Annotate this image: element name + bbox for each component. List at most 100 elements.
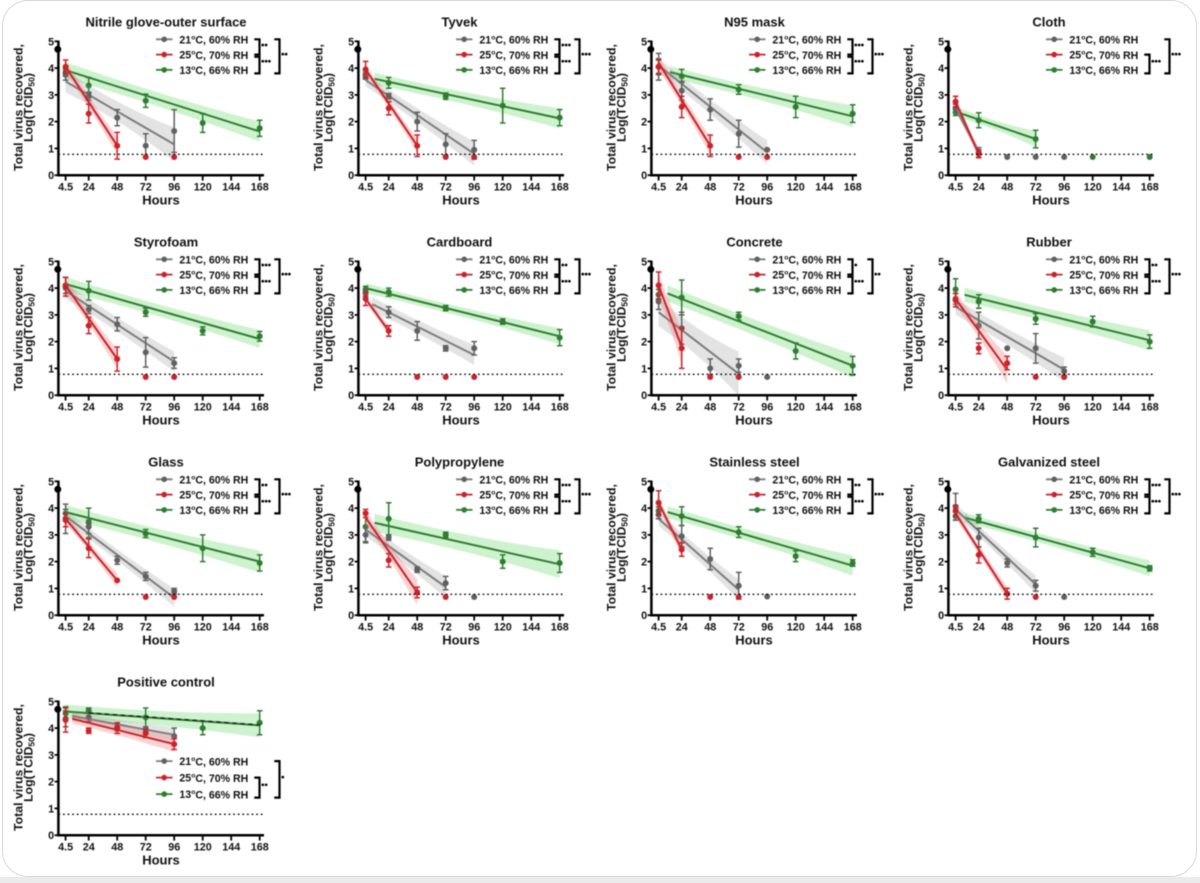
svg-text:24: 24 (82, 842, 94, 854)
svg-text:13oC, 66% RH: 13oC, 66% RH (1069, 285, 1138, 297)
svg-text:13oC, 66% RH: 13oC, 66% RH (179, 790, 248, 802)
svg-text:Total virus recovered,: Total virus recovered, (11, 484, 25, 611)
svg-text:72: 72 (1029, 182, 1041, 194)
svg-text:120: 120 (1083, 182, 1101, 194)
svg-text:5: 5 (48, 477, 54, 489)
svg-text:4: 4 (938, 64, 944, 76)
svg-text:Log(TCID50): Log(TCID50) (911, 293, 926, 362)
svg-text:168: 168 (250, 182, 268, 194)
svg-text:3: 3 (641, 90, 647, 102)
svg-text:0: 0 (641, 611, 647, 623)
svg-text:Hours: Hours (142, 633, 180, 648)
svg-text:Hours: Hours (1032, 193, 1070, 208)
svg-text:25oC, 70% RH: 25oC, 70% RH (772, 50, 841, 62)
svg-text:96: 96 (168, 182, 180, 194)
svg-text:Total virus recovered,: Total virus recovered, (11, 264, 25, 391)
svg-text:Total virus recovered,: Total virus recovered, (11, 704, 25, 831)
svg-text:120: 120 (193, 842, 211, 854)
svg-text:72: 72 (1029, 402, 1041, 414)
svg-text:2: 2 (641, 117, 647, 129)
svg-text:Log(TCID50): Log(TCID50) (614, 513, 629, 582)
svg-text:4: 4 (48, 724, 54, 736)
svg-text:4: 4 (48, 284, 54, 296)
svg-text:72: 72 (439, 402, 451, 414)
svg-text:3: 3 (348, 310, 354, 322)
svg-text:144: 144 (1112, 182, 1130, 194)
svg-text:13oC, 66% RH: 13oC, 66% RH (1069, 65, 1138, 77)
svg-text:24: 24 (382, 182, 394, 194)
svg-text:Galvanized steel: Galvanized steel (998, 455, 1100, 470)
svg-text:Log(TCID50): Log(TCID50) (614, 293, 629, 362)
svg-text:168: 168 (550, 402, 568, 414)
svg-text:13oC, 66% RH: 13oC, 66% RH (179, 505, 248, 517)
svg-text:24: 24 (382, 402, 394, 414)
svg-text:21oC, 60% RH: 21oC, 60% RH (1069, 35, 1138, 47)
svg-text:72: 72 (139, 622, 151, 634)
svg-text:3: 3 (938, 310, 944, 322)
svg-text:Log(TCID50): Log(TCID50) (321, 293, 336, 362)
svg-text:72: 72 (139, 402, 151, 414)
svg-text:1: 1 (348, 584, 354, 596)
svg-text:168: 168 (1140, 402, 1158, 414)
svg-text:72: 72 (139, 842, 151, 854)
svg-text:96: 96 (761, 182, 773, 194)
svg-text:0: 0 (48, 171, 54, 183)
svg-text:4: 4 (641, 64, 647, 76)
svg-text:72: 72 (1029, 622, 1041, 634)
svg-text:Positive control: Positive control (117, 675, 215, 690)
svg-text:24: 24 (972, 182, 984, 194)
svg-text:21oC, 60% RH: 21oC, 60% RH (179, 255, 248, 267)
svg-text:3: 3 (48, 310, 54, 322)
svg-text:4.5: 4.5 (651, 402, 666, 414)
svg-text:4: 4 (348, 504, 354, 516)
svg-text:Log(TCID50): Log(TCID50) (321, 513, 336, 582)
svg-text:168: 168 (843, 402, 861, 414)
svg-text:48: 48 (411, 402, 423, 414)
svg-text:21oC, 60% RH: 21oC, 60% RH (1069, 475, 1138, 487)
svg-text:5: 5 (48, 257, 54, 269)
svg-text:25oC, 70% RH: 25oC, 70% RH (179, 270, 248, 282)
svg-text:96: 96 (468, 402, 480, 414)
svg-text:N95 mask: N95 mask (724, 15, 785, 30)
svg-text:1: 1 (938, 364, 944, 376)
svg-text:144: 144 (815, 622, 833, 634)
svg-text:144: 144 (1112, 622, 1130, 634)
svg-text:Log(TCID50): Log(TCID50) (321, 73, 336, 142)
svg-text:4.5: 4.5 (651, 622, 666, 634)
svg-text:144: 144 (222, 842, 240, 854)
svg-text:3: 3 (938, 90, 944, 102)
svg-text:3: 3 (348, 90, 354, 102)
svg-text:3: 3 (938, 530, 944, 542)
svg-text:144: 144 (222, 182, 240, 194)
svg-text:0: 0 (348, 611, 354, 623)
svg-text:168: 168 (843, 622, 861, 634)
svg-text:48: 48 (1001, 402, 1013, 414)
svg-text:0: 0 (348, 391, 354, 403)
svg-text:Total virus recovered,: Total virus recovered, (11, 44, 25, 171)
svg-text:48: 48 (704, 182, 716, 194)
svg-text:Total virus recovered,: Total virus recovered, (604, 44, 618, 171)
svg-text:21oC, 60% RH: 21oC, 60% RH (772, 255, 841, 267)
svg-text:25oC, 70% RH: 25oC, 70% RH (479, 490, 548, 502)
svg-text:1: 1 (641, 364, 647, 376)
svg-text:Log(TCID50): Log(TCID50) (21, 293, 36, 362)
svg-text:4.5: 4.5 (58, 622, 73, 634)
svg-text:25oC, 70% RH: 25oC, 70% RH (179, 50, 248, 62)
svg-text:24: 24 (675, 402, 687, 414)
svg-text:24: 24 (82, 402, 94, 414)
svg-text:168: 168 (250, 402, 268, 414)
svg-text:Total virus recovered,: Total virus recovered, (604, 264, 618, 391)
svg-text:120: 120 (193, 182, 211, 194)
svg-text:5: 5 (938, 37, 944, 49)
svg-text:Styrofoam: Styrofoam (133, 235, 197, 250)
svg-text:Hours: Hours (1032, 633, 1070, 648)
svg-text:Total virus recovered,: Total virus recovered, (604, 484, 618, 611)
svg-text:Hours: Hours (1032, 413, 1070, 428)
svg-text:5: 5 (48, 37, 54, 49)
svg-text:4.5: 4.5 (948, 402, 963, 414)
svg-text:1: 1 (938, 144, 944, 156)
svg-text:0: 0 (641, 391, 647, 403)
svg-text:0: 0 (348, 171, 354, 183)
svg-text:3: 3 (348, 530, 354, 542)
svg-text:25oC, 70% RH: 25oC, 70% RH (1069, 270, 1138, 282)
